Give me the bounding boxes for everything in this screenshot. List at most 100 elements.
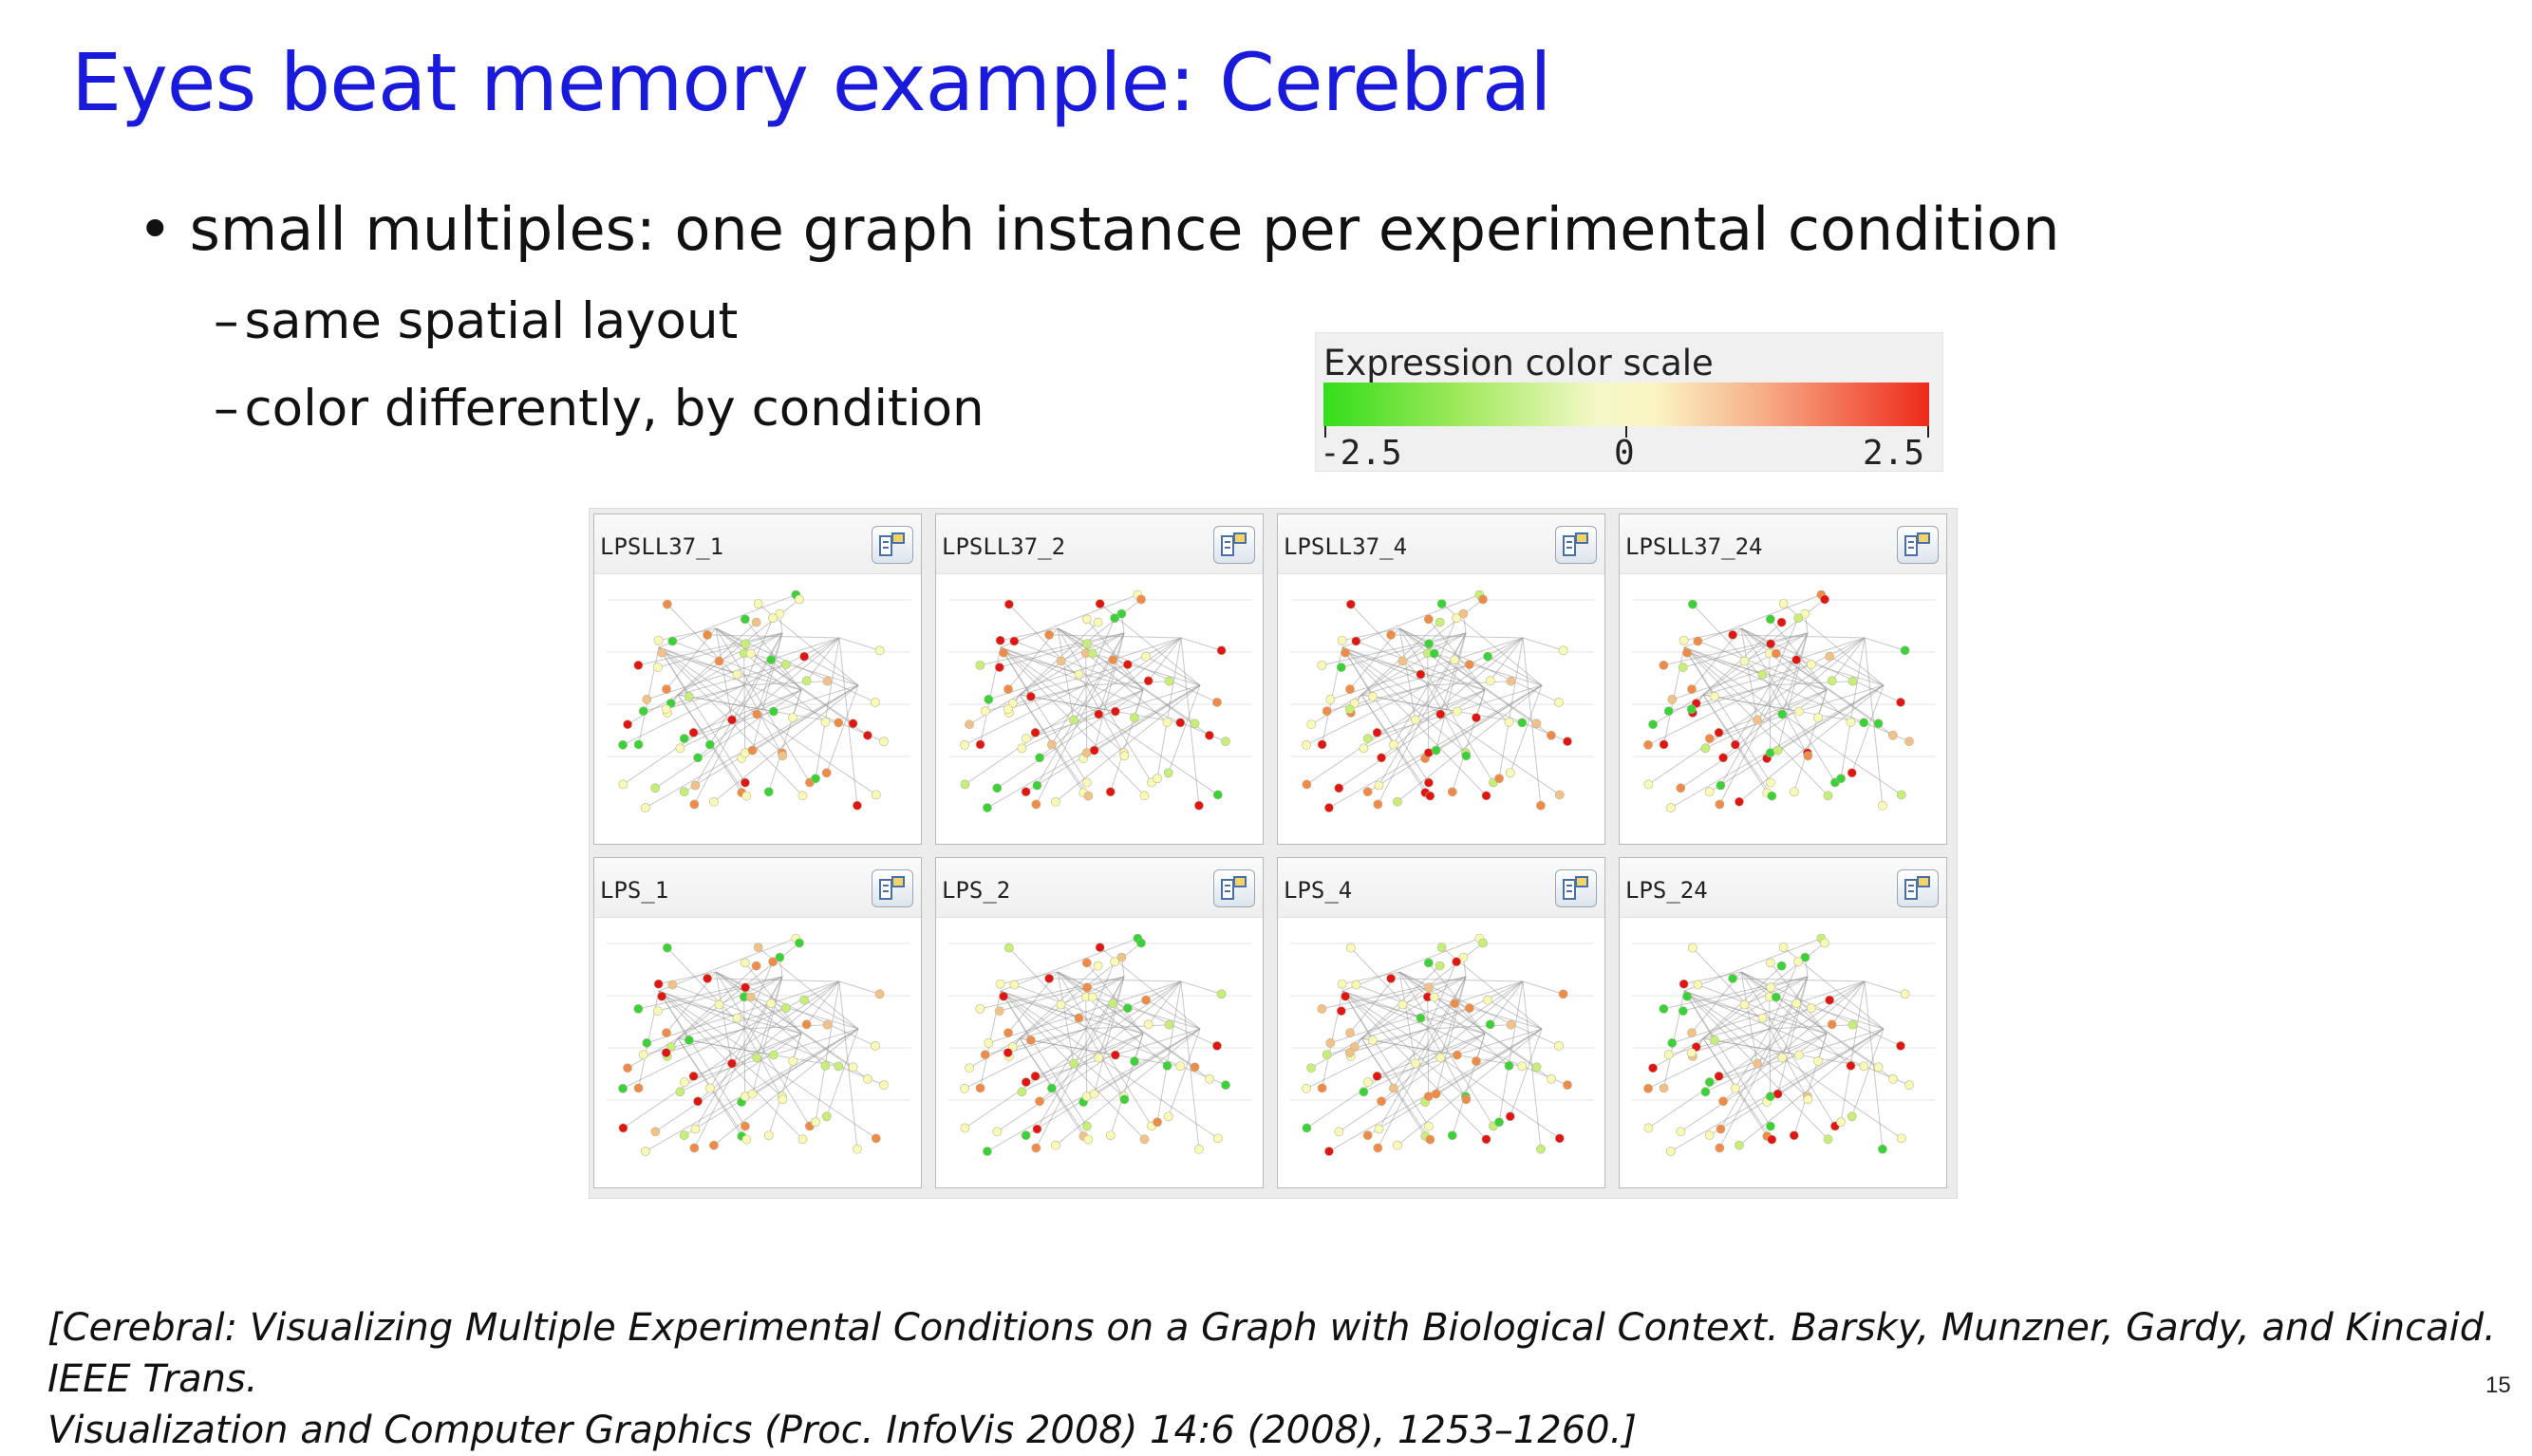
graph-node [1679,663,1687,671]
graph-node [1212,698,1221,706]
color-scale-title: Expression color scale [1323,343,1714,383]
graph-node [1701,1088,1710,1096]
graph-node [1306,720,1315,729]
graph-node [754,600,762,608]
graph-node [1338,980,1346,988]
graph-node [668,637,677,645]
graph-node [1807,661,1815,669]
graph-node [1773,1090,1782,1098]
graph-node [1462,752,1471,760]
graph-node [823,677,832,685]
graph-node [1705,788,1714,796]
graph-node [1888,1074,1897,1083]
graph-node [1766,778,1774,787]
graph-node [1668,695,1677,703]
graph-node [1205,731,1213,739]
graph-node [1057,1000,1065,1009]
network-graph [602,924,915,1176]
layout-icon [879,532,906,557]
graph-node [1836,1118,1845,1127]
graph-panel: LPS_4 [1277,857,1605,1188]
graph-node [1432,1090,1440,1098]
graph-node [993,784,1002,793]
graph-node [1677,1128,1685,1136]
graph-node [1826,996,1834,1004]
graph-node [1767,983,1775,992]
graph-node [795,939,803,947]
graph-node [1779,600,1788,608]
tick-mark [1927,426,1929,438]
graph-node [1165,677,1173,685]
panel-options-button[interactable] [1897,526,1939,564]
graph-node [1679,1006,1687,1015]
graph-node [1416,1014,1425,1022]
graph-node [693,754,702,762]
graph-node [1453,1051,1461,1059]
graph-node [1494,775,1503,783]
graph-node [1828,1020,1836,1029]
graph-node [1318,1084,1326,1092]
graph-node [811,1118,819,1127]
graph-node [800,996,809,1004]
graph-node [715,1000,723,1009]
graph-node [752,618,760,626]
graph-node [1710,692,1718,700]
graph-node [768,614,777,623]
graph-node [1666,803,1675,812]
graph-node [1478,939,1487,947]
sub-bullet-1: –same spatial layout [214,292,738,350]
graph-node [1813,713,1822,721]
graph-node [1368,1036,1377,1044]
panel-options-button[interactable] [872,869,913,907]
graph-node [1768,792,1776,800]
graph-node [1084,792,1093,800]
graph-node [741,615,749,624]
graph-node [1033,1125,1041,1133]
graph-node [1082,615,1091,624]
graph-node [1352,637,1360,645]
graph-node [1753,716,1761,724]
panel-options-button[interactable] [1555,869,1597,907]
graph-node [1484,652,1492,661]
graph-node [685,692,693,700]
panel-label: LPSLL37_4 [1284,533,1407,560]
graph-node [1824,792,1832,800]
panel-options-button[interactable] [1213,526,1255,564]
graph-node [1363,734,1372,742]
graph-node [662,704,670,713]
graph-node [1095,710,1103,719]
graph-node [1164,769,1172,777]
graph-node [1506,769,1514,777]
graph-node [1715,1072,1723,1080]
graph-node [1896,1041,1904,1050]
graph-node [1374,800,1382,809]
graph-panel: LPS_24 [1619,857,1947,1188]
graph-node [1718,754,1727,762]
graph-node [1303,1124,1311,1132]
panel-label: LPS_2 [942,877,1010,904]
graph-node [1731,1084,1739,1092]
graph-node [639,707,647,716]
graph-node [1306,1064,1315,1073]
graph-node [668,980,677,989]
graph-node [651,1128,660,1136]
graph-node [709,797,718,806]
graph-node [753,710,761,719]
graph-node [1465,1004,1473,1013]
graph-node [1901,990,1909,999]
graph-node [835,1062,843,1071]
graph-node [1213,1134,1222,1143]
graph-node [1387,974,1396,982]
panel-options-button[interactable] [1555,526,1597,564]
panel-options-button[interactable] [872,526,913,564]
citation-line-1: [Cerebral: Visualizing Multiple Experime… [47,1302,2532,1405]
graph-node [1482,792,1491,800]
graph-node [1735,797,1743,806]
panel-options-button[interactable] [1213,869,1255,907]
sub-bullet-text: same spatial layout [245,292,739,350]
graph-node [727,1059,736,1068]
graph-node [1326,695,1335,703]
graph-node [1176,719,1185,727]
sub-bullet-text: color differently, by condition [245,380,985,438]
panel-options-button[interactable] [1897,869,1939,907]
